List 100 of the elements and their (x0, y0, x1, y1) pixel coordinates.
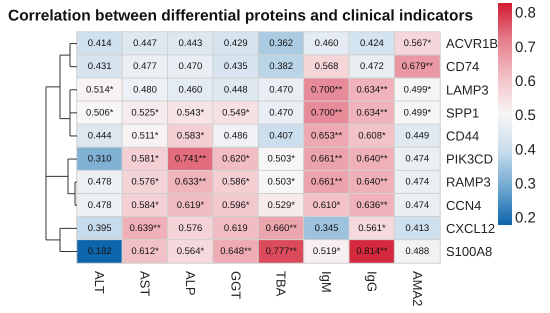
data-label: 0.474 (405, 200, 430, 211)
color-bar-label: 0.2 (515, 210, 536, 227)
data-label: 0.608* (358, 130, 386, 142)
color-bar-label: 0.5 (515, 107, 536, 124)
data-label: 0.470 (269, 84, 294, 96)
data-label: 0.477 (133, 61, 157, 72)
data-label: 0.679** (402, 61, 434, 72)
data-label: 0.634** (356, 107, 388, 118)
y-tick-label: CD44 (446, 128, 480, 144)
color-bar-label: 0.4 (515, 141, 536, 158)
data-label: 0.474 (405, 176, 430, 188)
data-label: 0.610* (312, 200, 341, 211)
data-label: 0.486 (224, 130, 248, 142)
y-tick-label: PIK3CD (446, 152, 493, 167)
data-label: 0.620* (222, 154, 250, 165)
y-tick-label: SPP1 (446, 105, 480, 120)
data-label: 0.660** (266, 222, 298, 234)
x-tick-label: IgG (364, 271, 380, 292)
data-label: 0.567* (404, 38, 432, 50)
data-label: 0.470 (178, 61, 202, 72)
data-label: 0.576 (178, 222, 202, 234)
data-label: 0.447 (133, 38, 157, 50)
data-label: 0.619* (176, 200, 204, 211)
y-tick-label: LAMP3 (446, 82, 489, 98)
data-label: 0.661** (310, 176, 342, 188)
data-label: 0.488 (405, 246, 430, 257)
data-label: 0.499* (404, 107, 432, 118)
data-label: 0.543* (176, 107, 204, 118)
data-label: 0.653** (310, 130, 342, 142)
data-label: 0.460 (178, 84, 202, 96)
data-label: 0.612* (131, 246, 160, 257)
data-label: 0.470 (269, 107, 294, 118)
data-label: 0.549* (222, 107, 250, 118)
data-label: 0.596* (222, 200, 250, 211)
x-tick-label: ALT (92, 271, 108, 294)
data-label: 0.429 (224, 38, 248, 50)
color-bar-label: 0.3 (515, 176, 536, 193)
data-label: 0.661** (310, 154, 342, 165)
data-label: 0.640** (356, 154, 388, 165)
data-label: 0.648** (220, 246, 252, 257)
y-tick-label: CD74 (446, 59, 480, 74)
data-label: 0.634** (356, 84, 388, 96)
data-label: 0.480 (133, 84, 157, 96)
data-label: 0.511* (132, 130, 159, 142)
data-label: 0.435 (224, 61, 248, 72)
data-label: 0.529* (267, 200, 296, 211)
data-label: 0.576* (131, 176, 160, 188)
data-label: 0.741** (174, 154, 206, 165)
data-label: 0.525* (131, 107, 160, 118)
data-label: 0.503* (267, 154, 296, 165)
data-label: 0.362 (269, 38, 294, 50)
x-tick-label: GGT (228, 271, 244, 300)
data-label: 0.444 (88, 130, 112, 142)
data-label: 0.700** (310, 84, 342, 96)
color-bar-label: 0.6 (515, 73, 536, 90)
y-tick-label: RAMP3 (446, 174, 491, 190)
data-label: 0.474 (405, 154, 430, 165)
data-label: 0.519* (312, 246, 341, 257)
data-label: 0.581* (131, 154, 160, 165)
data-label: 0.345 (314, 222, 338, 234)
data-label: 0.431 (88, 61, 112, 72)
data-label: 0.448 (224, 84, 248, 96)
data-label: 0.777** (266, 246, 298, 257)
data-label: 0.633** (174, 176, 206, 188)
data-label: 0.564* (176, 246, 204, 257)
data-label: 0.561* (358, 222, 386, 234)
data-label: 0.413 (405, 222, 430, 234)
data-label: 0.584* (131, 200, 160, 211)
data-label: 0.640** (356, 176, 388, 188)
data-label: 0.478 (88, 200, 112, 211)
x-tick-label: TBA (274, 271, 289, 297)
data-label: 0.639** (129, 222, 161, 234)
data-label: 0.568 (314, 61, 338, 72)
x-tick-label: IgM (319, 271, 334, 293)
x-tick-label: AST (138, 271, 153, 296)
data-label: 0.449 (405, 130, 430, 142)
data-label: 0.506* (86, 107, 114, 118)
data-label: 0.499* (404, 84, 432, 96)
y-tick-label: ACVR1B (446, 36, 498, 52)
data-label: 0.395 (88, 222, 112, 234)
data-label: 0.503* (267, 176, 296, 188)
y-tick-label: S100A8 (446, 244, 492, 259)
color-bar-label: 0.8 (515, 4, 536, 22)
data-label: 0.182 (88, 246, 112, 257)
x-tick-label: ALP (182, 271, 198, 296)
data-label: 0.460 (314, 38, 338, 50)
data-label: 0.424 (360, 38, 384, 50)
data-label: 0.814** (356, 246, 388, 257)
data-label: 0.382 (269, 61, 294, 72)
data-label: 0.310 (88, 154, 112, 165)
data-label: 0.414 (88, 38, 112, 50)
y-tick-label: CCN4 (446, 198, 482, 213)
x-tick-label: AMA2 (410, 271, 425, 306)
chart-title: Correlation between differential proteins and clinical indicators (8, 8, 474, 24)
y-tick-label: CXCL12 (446, 220, 496, 236)
data-label: 0.619 (224, 222, 248, 234)
data-label: 0.472 (360, 61, 384, 72)
data-label: 0.514* (86, 84, 114, 96)
data-label: 0.407 (269, 130, 294, 142)
data-label: 0.700** (310, 107, 342, 118)
